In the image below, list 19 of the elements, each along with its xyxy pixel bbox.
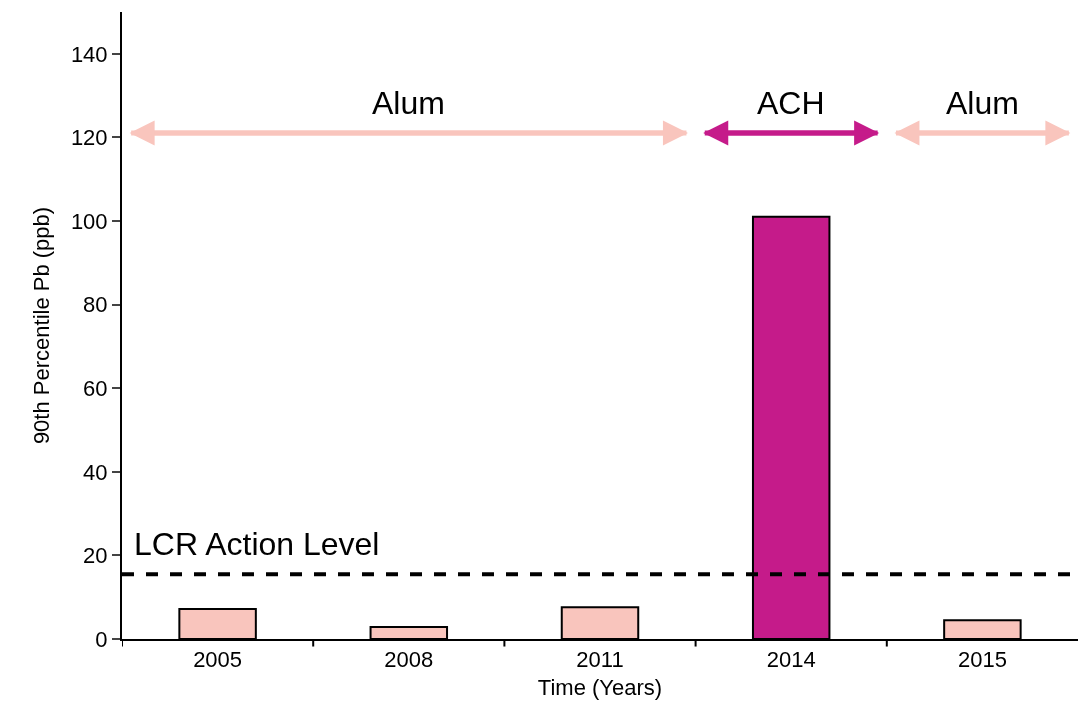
y-tick-label: 120 — [70, 125, 108, 151]
x-tick-label: 2015 — [957, 647, 1007, 673]
ref-line-label: LCR Action Level — [134, 526, 380, 562]
x-axis-title: Time (Years) — [537, 674, 663, 700]
annotation: ACH — [757, 85, 825, 121]
y-tick-label: 60 — [83, 375, 108, 401]
x-tick-label: 2014 — [766, 647, 816, 673]
x-tick-label: 2011 — [576, 647, 624, 673]
x-tick-label: 2005 — [193, 647, 243, 673]
x-tick-label: 2008 — [384, 647, 434, 673]
annotation: Alum — [946, 85, 1019, 121]
y-tick-label: 140 — [70, 41, 108, 67]
y-tick-label: 80 — [83, 292, 108, 318]
y-axis-title: 90th Percentile Pb (ppb) — [29, 206, 55, 445]
y-tick-label: 20 — [83, 543, 108, 569]
y-tick-label: 40 — [83, 459, 108, 485]
y-tick-label: 100 — [70, 208, 108, 234]
annotation: Alum — [372, 85, 445, 121]
y-tick-label: 0 — [95, 626, 108, 652]
